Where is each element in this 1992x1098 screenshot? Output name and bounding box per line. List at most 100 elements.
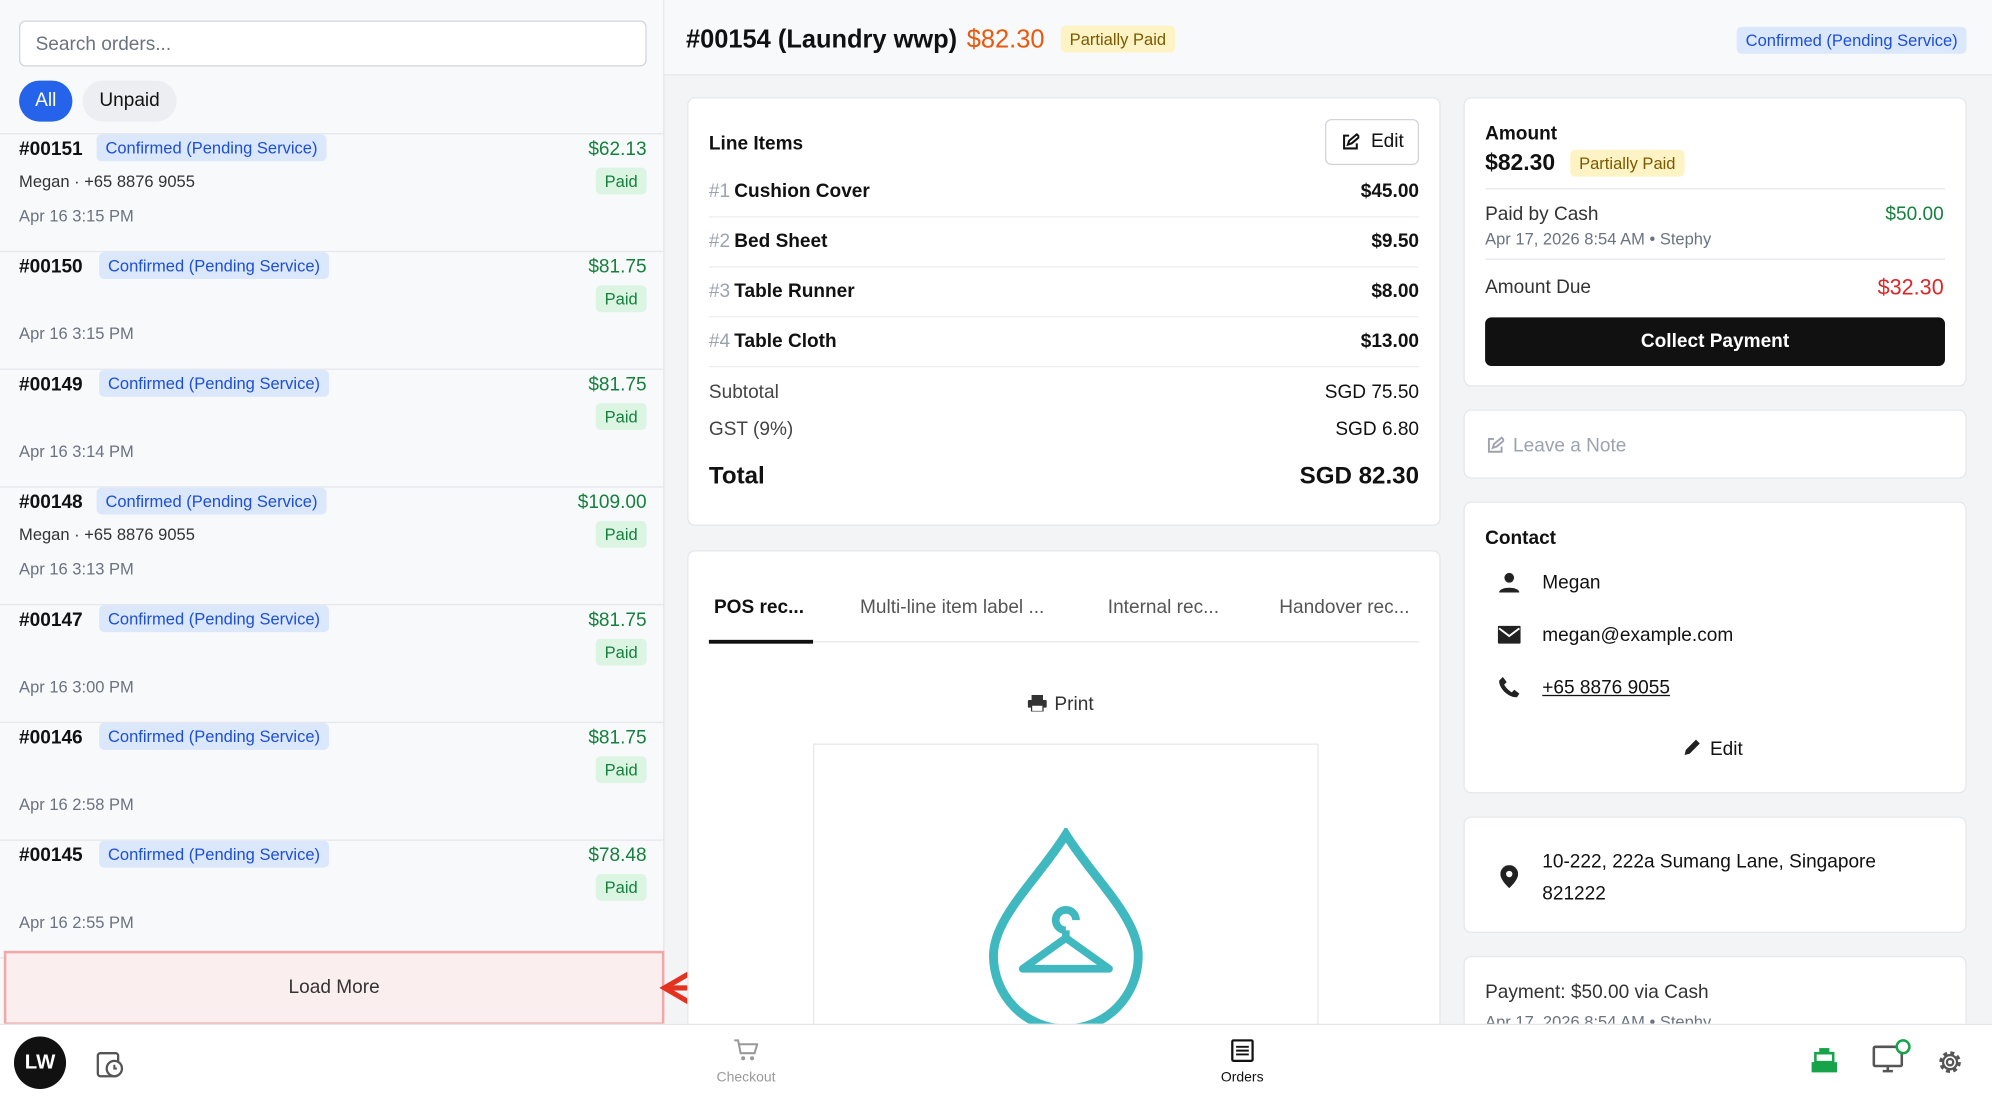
order-amount: $78.48: [588, 844, 647, 867]
gst-label: GST (9%): [708, 418, 794, 441]
amount-title: Amount: [1485, 122, 1558, 145]
contact-phone[interactable]: +65 8876 9055: [1542, 676, 1670, 699]
order-total: $82.30: [966, 25, 1045, 54]
tab[interactable]: Multi-line item label ...: [860, 596, 1045, 619]
order-date: Apr 16 2:58 PM: [19, 794, 134, 814]
line-item: #4 Table Cloth $13.00: [708, 317, 1420, 368]
edit-button[interactable]: Edit: [1325, 119, 1420, 166]
contact-title: Contact: [1485, 527, 1557, 549]
payment-log: Payment: $50.00 via Cash: [1485, 981, 1709, 1004]
tab[interactable]: Internal rec...: [1107, 596, 1220, 619]
item-number: #4: [708, 330, 731, 352]
order-row[interactable]: #00148 Confirmed (Pending Service) $109.00…: [0, 487, 664, 606]
card-title: Line Items: [708, 133, 804, 155]
order-list: #00151 Confirmed (Pending Service) $62.13 P…: [0, 133, 664, 959]
order-row[interactable]: #00151 Confirmed (Pending Service) $62.13 P…: [0, 134, 664, 253]
display-icon[interactable]: [1871, 1038, 1912, 1076]
item-name: Table Cloth: [734, 330, 837, 352]
settings-icon[interactable]: [1936, 1048, 1964, 1076]
print-label: Print: [1054, 693, 1094, 716]
order-id: #00150: [19, 255, 83, 278]
payment-badge: Partially Paid: [1060, 25, 1175, 53]
item-name: Bed Sheet: [734, 230, 828, 253]
rule: [1485, 258, 1945, 260]
status-badge: Confirmed (Pending Service): [1736, 26, 1967, 54]
item-price: $13.00: [1360, 330, 1420, 352]
register-icon[interactable]: [1809, 1047, 1839, 1075]
nav-item[interactable]: Orders: [1220, 1069, 1264, 1086]
order-payment: Paid: [595, 874, 647, 901]
order-id: #00148: [19, 491, 83, 514]
order-amount: $81.75: [588, 373, 647, 396]
contact-name: Megan: [1542, 572, 1601, 594]
item-price: $45.00: [1360, 180, 1420, 203]
note-card[interactable]: Leave a Note: [1463, 409, 1967, 479]
order-id: #00145: [19, 844, 83, 867]
order-payment: Paid: [595, 638, 647, 666]
order-status: Confirmed (Pending Service): [99, 723, 329, 750]
order-row[interactable]: #00147 Confirmed (Pending Service) $81.75 P…: [0, 605, 664, 724]
order-payment: Paid: [595, 403, 647, 430]
tab[interactable]: Handover rec...: [1279, 596, 1410, 619]
item-name: Cushion Cover: [734, 180, 870, 203]
order-row[interactable]: #00146 Confirmed (Pending Service) $81.75 P…: [0, 723, 664, 841]
item-number: #2: [708, 230, 731, 253]
order-payment: Paid: [595, 167, 647, 195]
order-customer: Megan · +65 8876 9055: [19, 171, 195, 191]
amount-value: $82.30: [1485, 149, 1556, 176]
items: #1 Cushion Cover $45.00 #2 Bed Sheet $9.50 #3 T…: [708, 168, 1420, 368]
line-item: #3 Table Runner $8.00: [708, 267, 1420, 318]
nav-item[interactable]: Checkout: [716, 1069, 776, 1086]
avatar[interactable]: LW: [13, 1036, 67, 1090]
print-button[interactable]: Print: [1027, 693, 1094, 716]
contact-card: Contact Megan megan@example.com +65 8876…: [1463, 501, 1967, 794]
order-status: Confirmed (Pending Service): [96, 134, 327, 162]
subtotal: SGD 75.50: [1324, 381, 1420, 404]
order-amount: $81.75: [588, 609, 647, 631]
order-status: Confirmed (Pending Service): [99, 369, 329, 397]
order-row[interactable]: #00145 Confirmed (Pending Service) $78.48 P…: [0, 840, 664, 959]
filter-unpaid[interactable]: Unpaid: [82, 80, 177, 122]
rule: [1485, 188, 1945, 190]
total: SGD 82.30: [1299, 463, 1420, 491]
order-amount: $81.75: [588, 726, 647, 749]
collect-payment[interactable]: Collect Payment: [1485, 317, 1945, 366]
order-date: Apr 16 2:55 PM: [19, 912, 134, 932]
logo: [989, 827, 1143, 1033]
tab-indicator: [708, 639, 814, 644]
order-row[interactable]: #00150 Confirmed (Pending Service) $81.75 P…: [0, 252, 664, 370]
contact-edit[interactable]: Edit: [1684, 738, 1743, 760]
item-price: $8.00: [1371, 280, 1420, 303]
line-items-card: Line Items Edit #1 Cushion Cover $45.00 #2 B…: [687, 97, 1441, 526]
order-header: #00154 (Laundry wwp) $82.30 Partially Pa…: [664, 0, 1992, 76]
edit-label: Edit: [1370, 130, 1404, 153]
order-amount: $62.13: [588, 138, 647, 160]
orders-panel: Search orders... All Unpaid #00151 Confir…: [0, 0, 665, 1026]
order-row[interactable]: #00149 Confirmed (Pending Service) $81.75 P…: [0, 369, 664, 488]
item-number: #1: [708, 180, 731, 203]
contact-email: megan@example.com: [1542, 624, 1734, 647]
order-date: Apr 16 3:15 PM: [19, 323, 134, 343]
load-more[interactable]: Load More: [3, 950, 665, 1026]
due: $32.30: [1877, 275, 1944, 300]
amount-badge: Partially Paid: [1570, 149, 1685, 177]
order-date: Apr 16 3:15 PM: [19, 206, 134, 226]
tab-rule: [708, 641, 1420, 643]
amount-card: Amount $82.30 Partially Paid Paid by Cas…: [1463, 97, 1967, 387]
order-status: Confirmed (Pending Service): [96, 487, 327, 515]
order-customer: Megan · +65 8876 9055: [19, 524, 195, 544]
order-title: #00154 (Laundry wwp): [686, 25, 958, 54]
order-payment: Paid: [595, 285, 647, 313]
bottom-nav: LW Checkout Orders: [0, 1023, 1992, 1098]
history-icon[interactable]: [94, 1048, 124, 1079]
subtotal-label: Subtotal: [708, 381, 779, 404]
search-input[interactable]: Search orders...: [19, 20, 647, 67]
order-amount: $81.75: [588, 255, 647, 278]
filter-all[interactable]: All: [19, 80, 73, 122]
payment-label: Paid by Cash: [1485, 203, 1599, 226]
order-status: Confirmed (Pending Service): [99, 605, 329, 633]
tab[interactable]: POS rec...: [713, 596, 805, 619]
order-date: Apr 16 3:13 PM: [19, 559, 134, 579]
item-price: $9.50: [1371, 230, 1420, 253]
